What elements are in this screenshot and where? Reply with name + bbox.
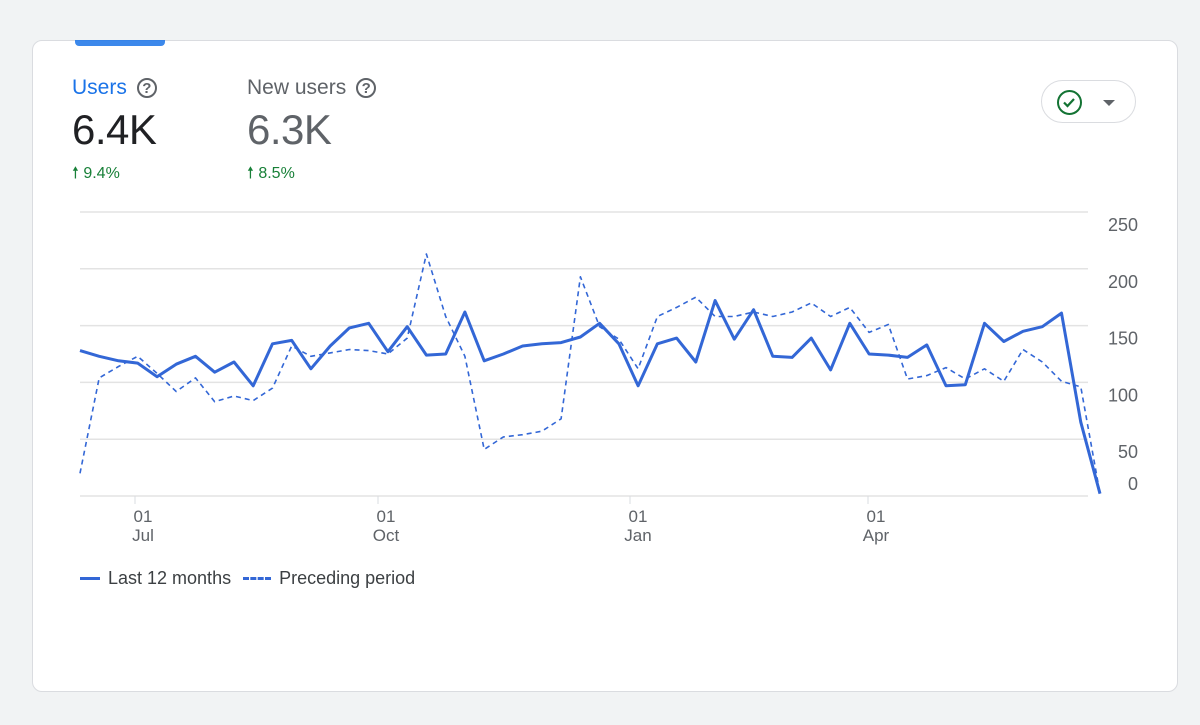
legend-label: Preceding period bbox=[279, 568, 416, 588]
y-tick-label: 100 bbox=[1108, 385, 1138, 405]
legend-dashed-swatch bbox=[243, 577, 272, 580]
x-tick-day: 01 bbox=[377, 507, 396, 526]
caret-down-icon bbox=[1103, 100, 1115, 106]
series-preceding-period-line bbox=[79, 253, 1101, 494]
y-tick-label: 0 bbox=[1128, 474, 1138, 494]
x-tick-month: Jul bbox=[132, 526, 154, 545]
help-circle-icon[interactable]: ? bbox=[356, 78, 377, 98]
x-tick-month: Oct bbox=[373, 526, 400, 545]
check-circle-icon bbox=[1057, 90, 1082, 115]
arrow-up-icon: 🠕 bbox=[72, 165, 79, 182]
chart-legend: Last 12 months Preceding period bbox=[80, 568, 415, 589]
metric-users[interactable]: Users? 6.4K 🠕 9.4% bbox=[72, 76, 157, 189]
y-tick-label: 50 bbox=[1118, 442, 1138, 462]
metric-delta: 9.4% bbox=[83, 165, 120, 182]
metric-value: 6.3K bbox=[247, 106, 332, 153]
metric-new-users[interactable]: New users? 6.3K 🠕 8.5% bbox=[247, 76, 377, 189]
metric-label: Users bbox=[72, 76, 127, 99]
active-tab-indicator bbox=[75, 40, 165, 46]
legend-label: Last 12 months bbox=[108, 568, 232, 588]
arrow-up-icon: 🠕 bbox=[247, 165, 254, 182]
users-overview-card bbox=[32, 40, 1178, 692]
x-tick-month: Jan bbox=[624, 526, 651, 545]
y-tick-label: 150 bbox=[1108, 329, 1138, 349]
x-tick-day: 01 bbox=[629, 507, 648, 526]
series-last-12-months-line bbox=[79, 299, 1102, 495]
metric-value: 6.4K bbox=[72, 106, 157, 153]
x-tick-day: 01 bbox=[134, 507, 153, 526]
x-tick-month: Apr bbox=[863, 526, 890, 545]
compare-dropdown-button[interactable] bbox=[1041, 80, 1136, 123]
metric-delta: 8.5% bbox=[258, 165, 295, 182]
x-tick-day: 01 bbox=[867, 507, 886, 526]
legend-solid-swatch bbox=[80, 577, 100, 580]
y-tick-label: 250 bbox=[1108, 215, 1138, 235]
help-circle-icon[interactable]: ? bbox=[136, 78, 157, 98]
y-tick-label: 200 bbox=[1108, 272, 1138, 292]
metric-label: New users bbox=[247, 76, 347, 99]
